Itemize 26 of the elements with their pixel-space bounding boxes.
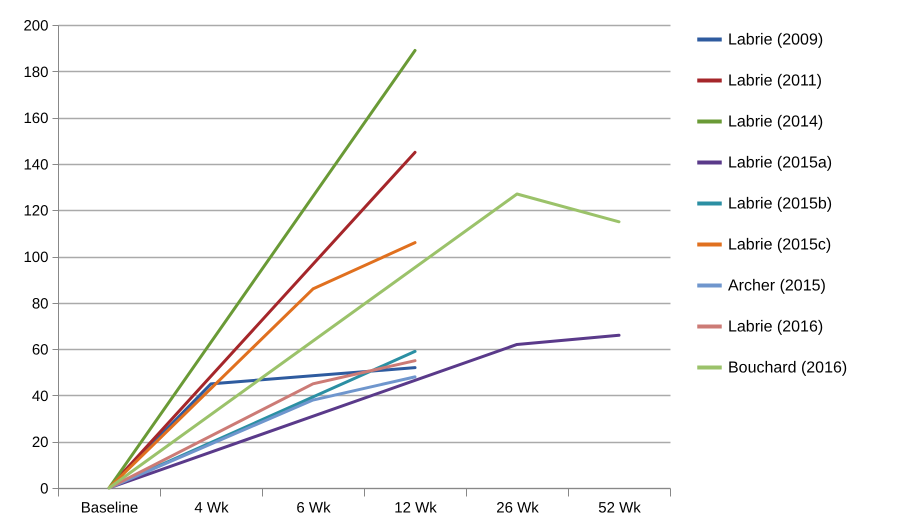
x-tick-label: 26 Wk (496, 500, 540, 516)
legend-label: Labrie (2015a) (728, 154, 832, 172)
y-tick-label: 120 (23, 202, 48, 220)
x-tick-label: 6 Wk (296, 500, 332, 516)
y-tick-label: 160 (23, 110, 48, 128)
y-tick-label: 40 (32, 388, 48, 405)
x-tick-label: 12 Wk (394, 500, 438, 516)
x-tick-label: 4 Wk (194, 500, 230, 516)
legend-label: Archer (2015) (728, 278, 826, 294)
y-tick-label: 20 (32, 434, 48, 452)
y-tick-label: 60 (32, 342, 48, 359)
x-tick-label: 52 Wk (598, 500, 642, 516)
legend-label: Labrie (2014) (728, 114, 824, 130)
y-tick-label: 140 (23, 156, 48, 174)
y-tick-label: 80 (32, 295, 48, 312)
legend-label: Labrie (2011) (728, 72, 822, 90)
legend-label: Labrie (2015b) (728, 196, 832, 212)
y-tick-label: 0 (40, 480, 48, 498)
x-tick-label: Baseline (80, 500, 138, 516)
legend-label: Labrie (2016) (728, 318, 824, 336)
y-tick-label: 180 (23, 64, 48, 81)
legend-label: Labrie (2015c) (728, 236, 832, 254)
legend-label: Bouchard (2016) (728, 360, 848, 376)
y-tick-label: 100 (23, 249, 48, 266)
legend-label: Labrie (2009) (728, 32, 824, 48)
y-tick-label: 200 (23, 18, 48, 34)
